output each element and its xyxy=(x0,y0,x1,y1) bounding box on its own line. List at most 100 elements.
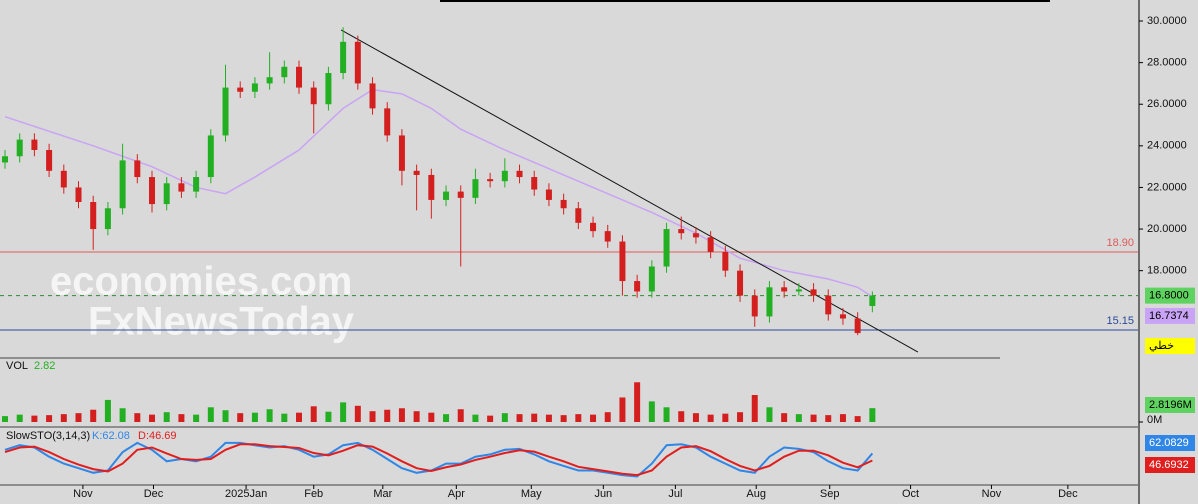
ma-label: 16.7374 xyxy=(1149,310,1189,322)
volume-axis-label-box xyxy=(1145,397,1195,413)
volume-bar xyxy=(369,411,376,422)
stoch-axis-label: 46.6932 xyxy=(1149,459,1189,471)
volume-bar xyxy=(325,411,332,422)
candle-body xyxy=(707,237,714,252)
candle-body xyxy=(413,170,420,175)
y-tick-label: 18.0000 xyxy=(1147,265,1187,277)
volume-bar xyxy=(384,409,391,422)
volume-bar xyxy=(354,405,361,422)
candle-body xyxy=(354,41,361,84)
volume-bar xyxy=(75,413,82,422)
volume-bar xyxy=(590,414,597,422)
trend-line xyxy=(340,29,919,353)
volume-bar xyxy=(560,415,567,422)
volume-bar xyxy=(134,413,141,422)
volume-bar xyxy=(854,416,861,422)
volume-bar xyxy=(178,414,185,422)
volume-bar xyxy=(60,414,67,422)
volume-bar xyxy=(398,408,405,422)
candle-body xyxy=(46,149,53,171)
volume-bar xyxy=(428,412,435,422)
candle-body xyxy=(501,170,508,182)
volume-bar xyxy=(104,399,111,422)
volume-bar xyxy=(296,412,303,422)
volume-bar xyxy=(516,414,523,422)
candle-body xyxy=(296,66,303,88)
candle-body xyxy=(207,135,214,178)
x-tick-label: May xyxy=(521,488,542,500)
candle-body xyxy=(781,287,788,292)
candle-body xyxy=(443,191,450,200)
volume-bar xyxy=(501,413,508,422)
candle-body xyxy=(251,83,258,92)
volume-bar xyxy=(648,401,655,422)
volume-bar xyxy=(545,414,552,422)
x-tick-label: Apr xyxy=(448,488,465,500)
candle-body xyxy=(104,208,111,230)
level-label: 16.8000 xyxy=(1149,290,1189,302)
candle-body xyxy=(1,156,8,163)
candle-body xyxy=(560,199,567,209)
x-tick-label: Jun xyxy=(594,488,612,500)
volume-bar xyxy=(839,414,846,422)
x-tick-label: Nov xyxy=(982,488,1002,500)
candle-body xyxy=(531,177,538,190)
volume-bar xyxy=(663,407,670,422)
volume-bar xyxy=(222,410,229,422)
candle-body xyxy=(678,229,685,234)
stoch-axis-label-box xyxy=(1145,435,1195,451)
candle-body xyxy=(590,222,597,232)
candle-body xyxy=(75,187,82,203)
candle-body xyxy=(60,170,67,188)
candle-body xyxy=(692,233,699,238)
volume-bar xyxy=(604,412,611,422)
stoch-axis-label-box xyxy=(1145,457,1195,473)
volume-bar xyxy=(634,382,641,422)
volume-bar xyxy=(575,414,582,422)
candle-body xyxy=(545,189,552,200)
candle-body xyxy=(722,251,729,271)
volume-bar xyxy=(237,413,244,422)
candle-body xyxy=(751,295,758,317)
candle-body xyxy=(281,66,288,78)
x-tick-label: Dec xyxy=(144,488,164,500)
candle-body xyxy=(237,87,244,92)
candle-body xyxy=(648,266,655,292)
x-tick-label: Feb xyxy=(304,488,323,500)
candle-body xyxy=(457,191,464,198)
x-tick-label: Dec xyxy=(1058,488,1078,500)
candle-body xyxy=(193,177,200,192)
candle-body xyxy=(31,139,38,150)
candle-body xyxy=(266,77,273,84)
volume-bar xyxy=(692,413,699,422)
volume-bar xyxy=(722,413,729,422)
volume-title: VOL xyxy=(6,360,28,372)
legend-entry: D:46.69 xyxy=(138,430,177,442)
volume-bar xyxy=(16,414,23,422)
candle-body xyxy=(340,41,347,74)
axis-note: خطي xyxy=(1149,340,1174,352)
candle-body xyxy=(369,83,376,109)
candle-body xyxy=(839,314,846,319)
volume-bar xyxy=(266,409,273,422)
candle-body xyxy=(398,135,405,171)
ma-label-box xyxy=(1145,307,1195,324)
x-tick-label: 2025Jan xyxy=(225,488,267,500)
x-tick-label: Sep xyxy=(820,488,840,500)
candle-body xyxy=(516,170,523,178)
watermark: FxNewsToday xyxy=(88,300,355,344)
stoch-title: SlowSTO(3,14,3) xyxy=(6,430,90,442)
y-tick-label: 24.0000 xyxy=(1147,140,1187,152)
volume-last: 2.82 xyxy=(34,360,55,372)
volume-bar xyxy=(810,414,817,422)
watermark: economies.com xyxy=(50,260,352,304)
volume-bar xyxy=(619,397,626,422)
y-tick-label: 26.0000 xyxy=(1147,98,1187,110)
candle-body xyxy=(149,177,156,205)
volume-bar xyxy=(310,406,317,422)
candle-body xyxy=(663,229,670,267)
candle-body xyxy=(222,87,229,136)
volume-bar xyxy=(487,415,494,422)
candle-body xyxy=(810,289,817,296)
